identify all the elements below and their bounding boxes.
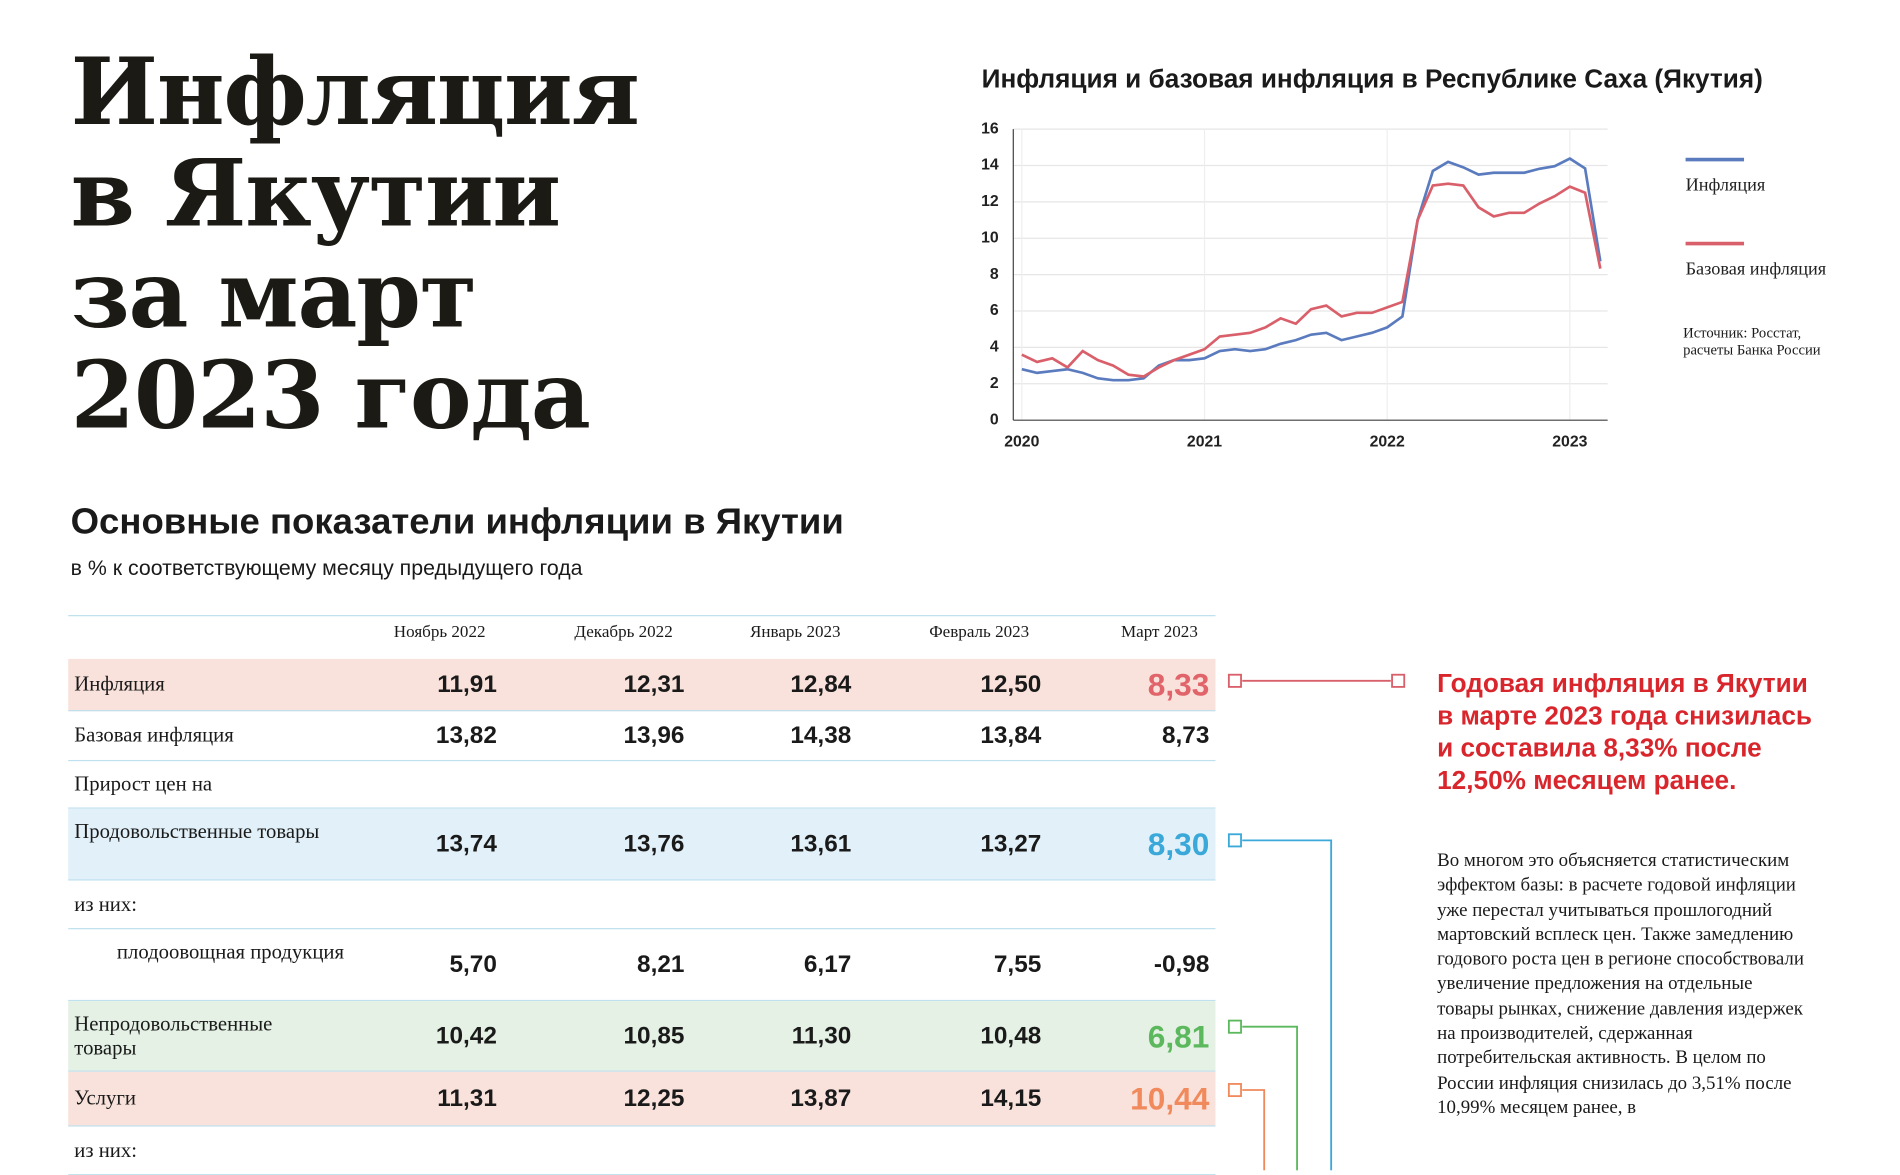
y-tick-label: 0: [990, 411, 999, 428]
table-subtitle: в % к соответствующему месяцу предыдущег…: [70, 555, 583, 580]
row-label: Услуги: [74, 1086, 136, 1110]
cell: 13,96: [623, 722, 685, 750]
cell: 8,30: [1147, 825, 1210, 863]
y-tick-label: 4: [990, 339, 999, 356]
column-header: Февраль 2023: [929, 623, 1030, 642]
table-row: из них:: [68, 1127, 1216, 1175]
row-label: Непродовольственные товары: [74, 1011, 273, 1059]
cell: 10,48: [980, 1022, 1042, 1050]
title-line: 2023 года: [70, 341, 591, 450]
legend-label: Базовая инфляция: [1686, 259, 1827, 279]
cell: 11,31: [437, 1085, 497, 1112]
cell: 7,55: [993, 951, 1042, 978]
cell: 10,44: [1130, 1080, 1210, 1117]
source: Источник: Росстат, расчеты Банка России: [1683, 323, 1821, 359]
column-header: Март 2023: [1121, 623, 1198, 642]
table-header: Ноябрь 2022 Декабрь 2022 Январь 2023 Феврал…: [68, 616, 1215, 659]
line: [1021, 157, 1602, 382]
cell: 13,27: [980, 830, 1042, 858]
x-tick-label: 2022: [1370, 433, 1405, 450]
title-line: в Якутии: [70, 138, 561, 248]
x-tick-label: 2020: [1004, 433, 1039, 450]
cell: 6,81: [1147, 1017, 1210, 1055]
cell: 14,15: [980, 1085, 1042, 1112]
cell: 12,31: [623, 671, 685, 698]
cell: 12,50: [980, 671, 1042, 698]
table: Ноябрь 2022 Декабрь 2022 Январь 2023 Феврал…: [68, 615, 1216, 1175]
cell: 11,30: [791, 1022, 852, 1050]
cell: -0,98: [1153, 951, 1210, 978]
row-label: плодоовощная продукция: [116, 940, 345, 964]
legend-label: Инфляция: [1686, 175, 1766, 195]
table-row: Непродовольственные товары 10,42 10,85 11,3…: [68, 1001, 1216, 1072]
row-label: Прирост цен на: [74, 772, 213, 796]
cell: 8,73: [1161, 722, 1210, 750]
row-label: Базовая инфляция: [74, 723, 234, 747]
cell: 14,38: [790, 722, 852, 750]
table-row: Услуги 11,31 12,25 13,87 14,15 10,44: [68, 1071, 1216, 1127]
cell: 8,33: [1147, 666, 1210, 703]
row-label: из них:: [74, 1138, 137, 1162]
cell: 13,87: [790, 1085, 852, 1112]
cell: 10,42: [435, 1022, 497, 1050]
cell: 13,76: [623, 830, 685, 858]
cell: 13,74: [435, 830, 497, 858]
cell: 13,84: [980, 722, 1042, 750]
column-header: Январь 2023: [750, 623, 841, 642]
note-heading: Годовая инфляция в Якутии в марте 2023 г…: [1437, 668, 1813, 795]
cell: 13,61: [790, 830, 852, 858]
cell: 13,82: [435, 722, 497, 750]
y-tick-label: 16: [981, 120, 999, 137]
row-label: Инфляция: [74, 672, 165, 696]
table-row: Продовольственные товары 13,74 13,76 13,61 1…: [68, 808, 1216, 881]
row-label: из них:: [74, 892, 137, 916]
x-tick-label: 2023: [1552, 433, 1587, 450]
main-title: Инфляция в Якутии за март 2023 года: [70, 37, 640, 450]
cell: 8,21: [637, 951, 685, 978]
row-label: Продовольственные товары: [74, 819, 320, 843]
cell: 5,70: [449, 951, 497, 978]
cell: 6,17: [803, 951, 852, 978]
line: [1021, 182, 1602, 378]
y-tick-label: 2: [990, 375, 999, 392]
title-line: Инфляция: [70, 37, 640, 147]
chart-title: Инфляция и базовая инфляция в Республике…: [981, 64, 1763, 94]
y-tick-label: 12: [981, 193, 999, 210]
table-row: Инфляция 11,91 12,31 12,84 12,50 8,33: [68, 658, 1216, 712]
cell: 12,25: [623, 1085, 685, 1112]
table-row: из них:: [68, 881, 1216, 930]
table-row: Базовая инфляция 13,82 13,96 14,38 13,84 8,73: [68, 711, 1216, 762]
cell: 12,84: [790, 671, 852, 698]
x-tick-label: 2021: [1187, 433, 1222, 450]
y-tick-label: 6: [990, 302, 999, 319]
cell: 11,91: [437, 671, 497, 698]
column-header: Ноябрь 2022: [393, 623, 486, 642]
cell: 10,85: [623, 1022, 685, 1050]
table-row: Прирост цен на: [68, 761, 1216, 809]
title-line: за март: [70, 239, 477, 349]
y-tick-label: 10: [981, 229, 999, 246]
table-row: плодоовощная продукция 5,70 8,21 6,17 7,55 -0…: [68, 929, 1216, 1002]
connectors: [1227, 673, 1406, 1171]
note-text: Во многом это объясняется статистическим…: [1437, 850, 1804, 1118]
column-header: Декабрь 2022: [574, 623, 673, 642]
y-tick-label: 8: [990, 266, 999, 283]
y-tick-label: 14: [981, 157, 999, 174]
table-title: Основные показатели инфляции в Якутии: [70, 501, 844, 542]
